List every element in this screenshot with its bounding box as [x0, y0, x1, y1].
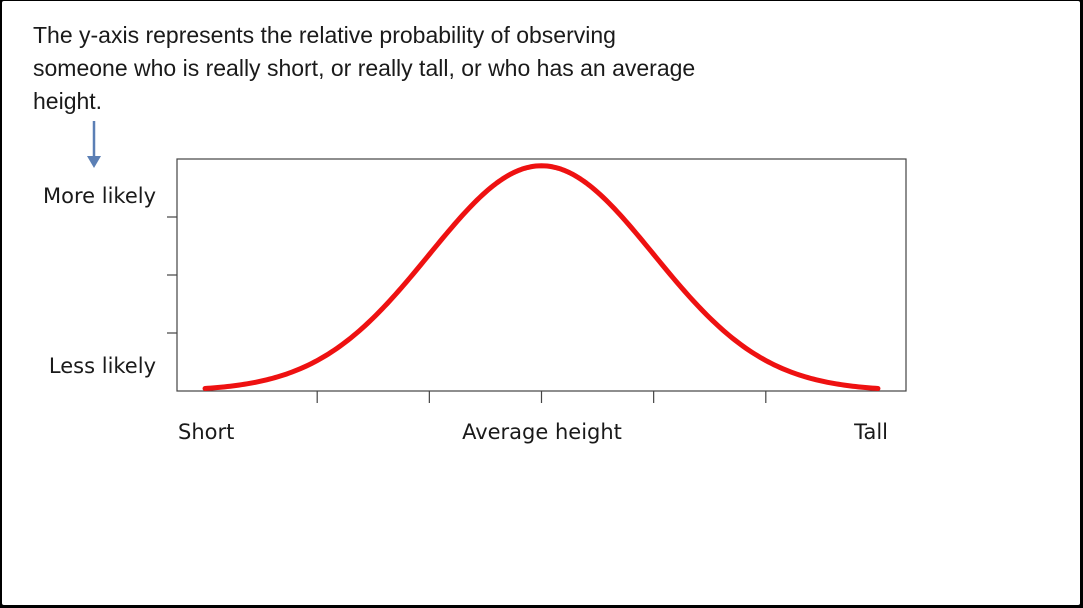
y-axis-ticks — [167, 216, 177, 334]
x-tick-label-tall: Tall — [853, 420, 888, 444]
x-tick-label-short: Short — [178, 420, 234, 444]
caption-text: The y-axis represents the relative proba… — [33, 22, 696, 114]
y-tick-label-less-likely: Less likely — [49, 354, 156, 378]
series-line-normal-curve — [202, 163, 881, 391]
y-tick-label-more-likely: More likely — [43, 184, 156, 208]
x-axis-ticks — [316, 391, 767, 403]
x-tick-label-average-height: Average height — [462, 420, 622, 444]
plot-frame — [176, 158, 907, 392]
down-arrow-icon — [87, 121, 101, 168]
